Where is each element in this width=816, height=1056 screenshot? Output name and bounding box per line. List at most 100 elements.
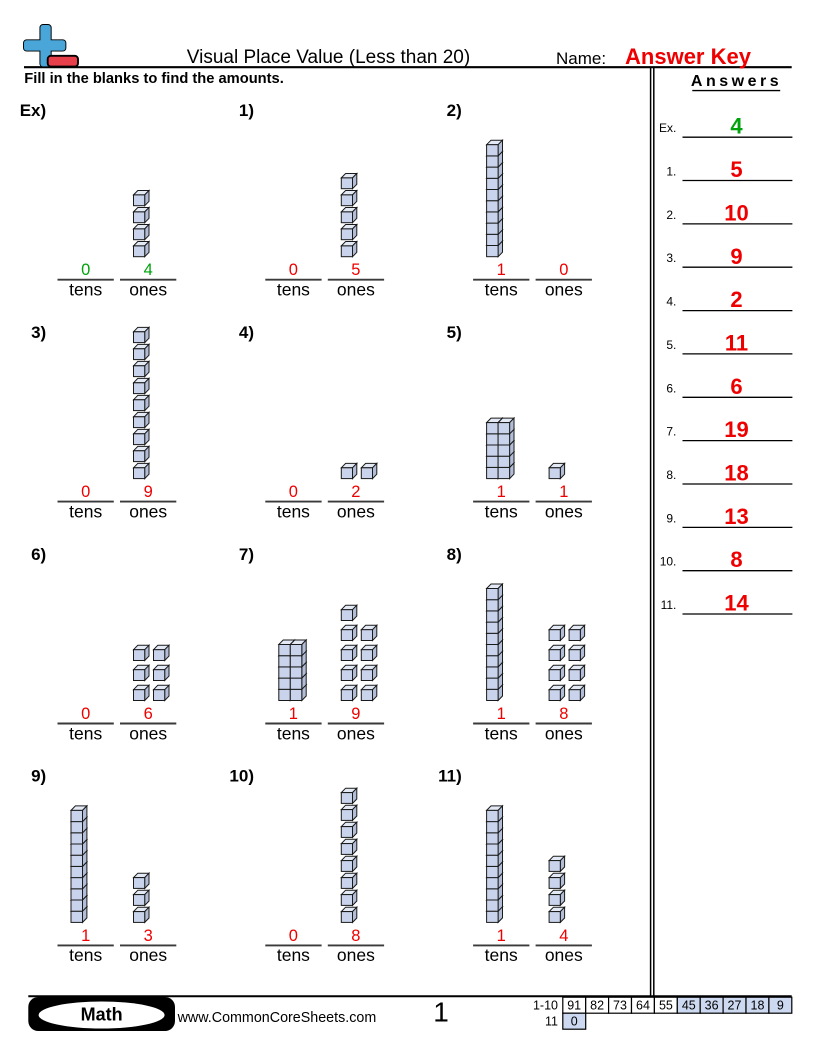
svg-text:18: 18 [751,998,765,1012]
svg-text:tens: tens [277,280,310,300]
svg-text:1: 1 [559,483,568,501]
svg-text:ones: ones [337,945,375,965]
svg-text:10): 10) [229,767,254,786]
svg-text:2: 2 [730,287,742,312]
svg-text:ones: ones [129,723,167,743]
svg-text:11): 11) [438,767,462,786]
svg-text:Math: Math [81,1005,123,1025]
svg-text:1-10: 1-10 [533,998,558,1012]
svg-text:www.CommonCoreSheets.com: www.CommonCoreSheets.com [177,1010,377,1026]
svg-text:1: 1 [497,927,506,945]
svg-text:Ex.: Ex. [659,121,676,135]
svg-text:9: 9 [777,998,784,1012]
svg-text:tens: tens [277,945,310,965]
svg-text:ones: ones [337,280,375,300]
svg-text:8: 8 [351,927,360,945]
svg-text:ones: ones [337,501,375,521]
svg-text:5.: 5. [666,338,676,352]
svg-text:36: 36 [705,998,719,1012]
svg-text:2: 2 [351,483,360,501]
svg-text:9: 9 [730,244,742,269]
svg-text:1.: 1. [666,165,676,179]
svg-text:55: 55 [659,998,673,1012]
svg-text:tens: tens [485,945,518,965]
svg-text:1: 1 [497,261,506,279]
svg-text:45: 45 [682,998,696,1012]
svg-text:tens: tens [69,501,102,521]
svg-text:ones: ones [129,945,167,965]
svg-text:0: 0 [289,927,298,945]
svg-text:Ex): Ex) [20,101,46,120]
svg-text:tens: tens [277,501,310,521]
svg-text:19: 19 [724,417,748,442]
svg-text:tens: tens [277,723,310,743]
svg-text:2): 2) [447,101,462,120]
svg-text:0: 0 [81,705,90,723]
svg-text:ones: ones [129,501,167,521]
svg-text:9: 9 [351,705,360,723]
svg-text:5: 5 [730,157,742,182]
svg-text:7.: 7. [666,425,676,439]
svg-text:ones: ones [545,501,583,521]
svg-text:ones: ones [337,723,375,743]
svg-text:tens: tens [485,501,518,521]
svg-text:11: 11 [725,330,748,355]
svg-text:11: 11 [545,1014,558,1028]
svg-text:ones: ones [545,723,583,743]
svg-text:1: 1 [497,483,506,501]
svg-text:3): 3) [31,323,46,342]
svg-text:27: 27 [728,998,742,1012]
svg-text:Answer Key: Answer Key [625,44,752,69]
svg-text:4: 4 [144,261,153,279]
svg-text:4: 4 [559,927,568,945]
svg-text:9.: 9. [666,511,676,525]
svg-text:5: 5 [351,261,360,279]
svg-text:ones: ones [545,945,583,965]
svg-text:1: 1 [81,927,90,945]
svg-text:1): 1) [239,101,254,120]
svg-text:8: 8 [730,547,742,572]
svg-text:0: 0 [289,261,298,279]
svg-text:ones: ones [129,280,167,300]
svg-text:6): 6) [31,545,46,564]
svg-text:9): 9) [31,767,46,786]
svg-text:tens: tens [485,280,518,300]
svg-text:4: 4 [730,114,743,139]
svg-text:91: 91 [567,998,581,1012]
svg-text:3: 3 [144,927,153,945]
svg-text:8.: 8. [666,468,676,482]
svg-text:0: 0 [81,261,90,279]
svg-text:4): 4) [239,323,254,342]
svg-text:Visual Place Value (Less than: Visual Place Value (Less than 20) [187,47,470,68]
svg-text:6: 6 [730,374,742,399]
svg-text:5): 5) [447,323,462,342]
svg-text:82: 82 [590,998,604,1012]
svg-text:4.: 4. [666,295,676,309]
svg-text:73: 73 [613,998,627,1012]
svg-text:7): 7) [239,545,254,564]
svg-text:1: 1 [433,996,449,1027]
svg-text:18: 18 [724,461,748,486]
svg-text:1: 1 [497,705,506,723]
svg-text:tens: tens [69,945,102,965]
svg-text:6: 6 [144,705,153,723]
svg-text:0: 0 [559,261,568,279]
svg-text:64: 64 [636,998,650,1012]
svg-text:tens: tens [69,280,102,300]
svg-text:9: 9 [144,483,153,501]
svg-text:tens: tens [69,723,102,743]
svg-text:0: 0 [289,483,298,501]
svg-text:Name:: Name: [556,49,606,68]
svg-text:8): 8) [447,545,462,564]
svg-text:Answers: Answers [691,73,782,90]
svg-text:6.: 6. [666,381,676,395]
svg-text:ones: ones [545,280,583,300]
svg-text:10: 10 [724,200,748,225]
svg-text:2.: 2. [666,208,676,222]
svg-text:0: 0 [571,1014,578,1028]
svg-text:0: 0 [81,483,90,501]
svg-text:11.: 11. [661,598,677,612]
svg-text:13: 13 [724,504,748,529]
svg-text:3.: 3. [666,251,676,265]
svg-text:10.: 10. [660,555,677,569]
